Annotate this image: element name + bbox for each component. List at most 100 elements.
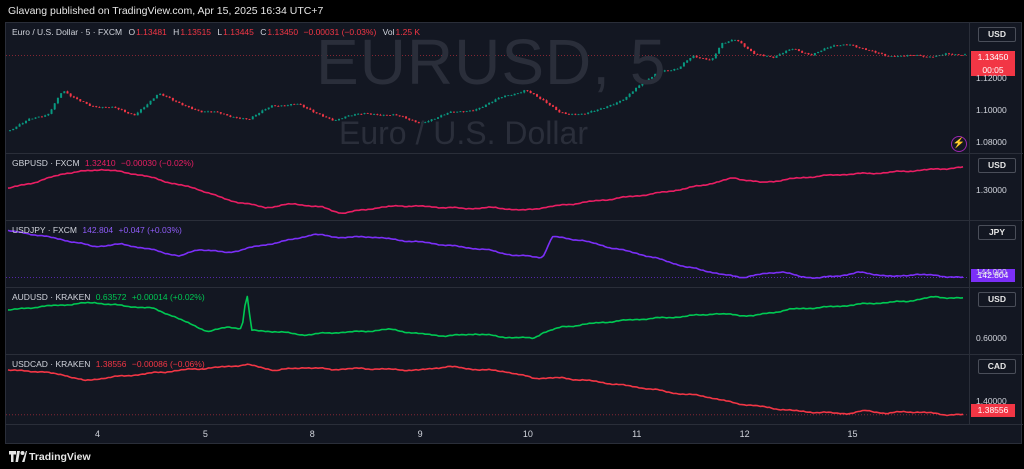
candle-body — [551, 105, 554, 107]
candle-body — [376, 114, 379, 115]
candle-body — [548, 102, 551, 106]
legend-symbol: USDCAD · KRAKEN — [12, 359, 91, 369]
plot-area[interactable]: GBPUSD · FXCM 1.32410 −0.00030 (−0.02%) — [6, 154, 969, 220]
candle-body — [612, 104, 615, 106]
candle-body — [264, 109, 267, 111]
candle-body — [357, 113, 360, 115]
candle-body — [615, 102, 618, 105]
candle-body — [465, 111, 468, 113]
candle-body — [385, 114, 388, 116]
legend-change: −0.00031 (−0.03%) — [303, 27, 377, 37]
pane-usdjpy: USDJPY · FXCM 142.804 +0.047 (+0.03%) JP… — [6, 220, 1023, 287]
lightning-icon[interactable]: ⚡ — [951, 136, 967, 152]
candle-body — [178, 101, 181, 104]
candle-body — [123, 109, 126, 112]
candle-body — [481, 106, 484, 108]
plot-area[interactable]: EURUSD, 5 Euro / U.S. Dollar Euro / U.S.… — [6, 23, 969, 153]
eurusd-series — [6, 39, 969, 132]
candle-body — [149, 100, 152, 105]
candle-body — [88, 103, 91, 106]
last-price-tag: 1.38556 — [971, 404, 1015, 417]
candle-body — [328, 117, 331, 119]
candle-body — [322, 114, 325, 117]
time-axis[interactable]: 4 5 8 9 10 11 12 15 — [6, 424, 1023, 445]
candle-body — [775, 55, 778, 58]
candle-body — [309, 108, 312, 110]
chart-frame: EURUSD, 5 Euro / U.S. Dollar Euro / U.S.… — [5, 22, 1023, 445]
candle-body — [906, 55, 909, 57]
candle-body — [468, 110, 471, 112]
currency-badge[interactable]: CAD — [978, 359, 1016, 374]
candle-body — [277, 105, 280, 107]
time-tick-label: 8 — [309, 429, 315, 439]
candle-body — [232, 116, 235, 118]
legend-symbol: Euro / U.S. Dollar · 5 · FXCM — [12, 27, 123, 37]
candle-body — [462, 111, 465, 113]
candle-body — [743, 43, 746, 47]
candle-body — [72, 96, 75, 98]
candle-body — [880, 53, 883, 55]
candle-body — [15, 126, 18, 129]
candle-body — [746, 46, 749, 49]
candle-body — [801, 51, 804, 53]
plot-area[interactable]: AUDUSD · KRAKEN 0.63572 +0.00014 (+0.02%… — [6, 288, 969, 354]
plot-area[interactable]: USDCAD · KRAKEN 1.38556 −0.00086 (−0.06%… — [6, 355, 969, 424]
candle-body — [395, 114, 398, 116]
candle-body — [449, 111, 452, 113]
time-tick-label: 4 — [94, 429, 100, 439]
price-axis-audusd[interactable]: USD 0.60000 — [969, 288, 1023, 354]
candle-body — [274, 105, 277, 107]
candle-body — [475, 109, 478, 111]
currency-badge[interactable]: USD — [978, 292, 1016, 307]
currency-badge[interactable]: JPY — [978, 225, 1016, 240]
price-tick-label: 1.30000 — [976, 185, 1007, 196]
price-axis-usdjpy[interactable]: JPY 142.804 144.000 — [969, 221, 1023, 287]
price-axis-usdcad[interactable]: CAD 1.38556 1.40000 — [969, 355, 1023, 424]
candle-body — [155, 94, 158, 99]
legend-h-label: H — [173, 27, 180, 37]
time-tick-label: 10 — [522, 429, 533, 439]
candle-body — [912, 55, 915, 56]
candle-body — [682, 62, 685, 67]
candle-body — [916, 55, 919, 56]
currency-badge[interactable]: USD — [978, 27, 1016, 42]
candle-body — [216, 111, 219, 113]
candle-body — [184, 105, 187, 107]
legend-change: +0.00014 (+0.02%) — [131, 292, 205, 302]
currency-badge[interactable]: USD — [978, 158, 1016, 173]
candle-body — [408, 118, 411, 120]
price-tick-label: 1.08000 — [976, 136, 1007, 147]
candle-body — [347, 115, 350, 117]
candle-body — [778, 54, 781, 56]
candle-body — [235, 116, 238, 118]
legend-last: 142.804 — [82, 225, 114, 235]
candle-body — [555, 106, 558, 110]
plot-area[interactable]: USDJPY · FXCM 142.804 +0.047 (+0.03%) — [6, 221, 969, 287]
legend-c-label: C — [260, 27, 267, 37]
candle-body — [625, 96, 628, 100]
candle-body — [820, 50, 823, 52]
candle-body — [750, 48, 753, 52]
candle-body — [181, 103, 184, 106]
candle-body — [111, 106, 114, 108]
price-axis-eurusd[interactable]: USD 1.13450 00:05 1.12000 1.10000 1.08000 — [969, 23, 1023, 153]
usdjpy-series — [6, 229, 969, 279]
candle-body — [478, 107, 481, 110]
candle-body — [957, 54, 960, 56]
candle-body — [238, 117, 241, 119]
candle-body — [794, 48, 797, 50]
price-axis-gbpusd[interactable]: USD 1.30000 — [969, 154, 1023, 220]
candle-body — [436, 117, 439, 119]
candle-body — [753, 51, 756, 55]
candle-body — [143, 107, 146, 110]
candle-body — [341, 118, 344, 120]
candle-body — [312, 109, 315, 113]
usdcad-series — [6, 363, 969, 417]
candle-body — [56, 97, 59, 104]
candle-body — [456, 111, 459, 113]
candle-body — [890, 56, 893, 57]
series-line — [7, 229, 964, 279]
candle-body — [951, 54, 954, 55]
candle-body — [197, 109, 200, 111]
candle-body — [603, 108, 606, 109]
